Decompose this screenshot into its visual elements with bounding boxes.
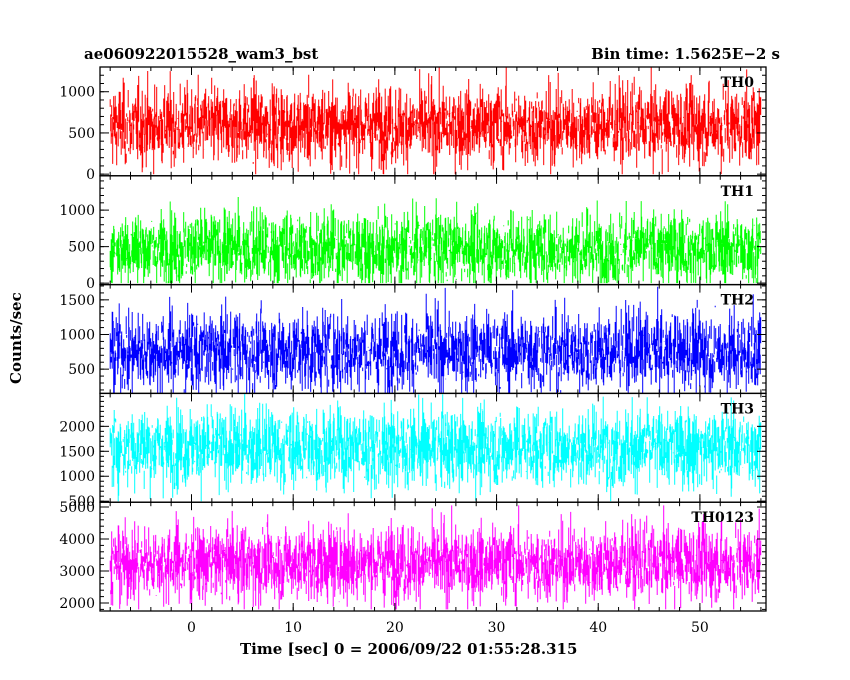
bin-time-label: Bin time: 1.5625E−2 s: [591, 45, 780, 63]
series-th1-line: [109, 197, 762, 284]
panel-label-th0: TH0: [721, 75, 755, 91]
y-tick-label: 5000: [59, 500, 95, 516]
observation-id-title: ae060922015528_wam3_bst: [84, 45, 319, 63]
x-tick-label: 0: [187, 620, 196, 636]
y-tick-label: 0: [86, 276, 95, 292]
panel-label-th3: TH3: [721, 401, 754, 417]
series-th3-line: [109, 393, 762, 502]
y-tick-label: 3000: [59, 564, 95, 580]
y-tick-label: 2000: [59, 419, 95, 435]
y-tick-label: 500: [68, 240, 95, 256]
y-tick-label: 1000: [59, 85, 95, 101]
series-th0123-line: [109, 505, 762, 610]
y-axis-label: Counts/sec: [7, 292, 25, 384]
panel-label-th1: TH1: [721, 184, 754, 200]
y-tick-label: 500: [68, 362, 95, 378]
y-tick-label: 500: [68, 126, 95, 142]
x-tick-label: 10: [284, 620, 302, 636]
y-tick-label: 1000: [59, 327, 95, 343]
series-th2-line: [109, 286, 762, 394]
panel-frame-th0123: [99, 501, 767, 612]
series-th0-line: [109, 67, 762, 175]
y-tick-label: 1500: [59, 293, 95, 309]
y-tick-label: 1000: [59, 469, 95, 485]
x-tick-label: 30: [488, 620, 506, 636]
x-tick-label: 20: [386, 620, 404, 636]
y-tick-label: 1000: [59, 203, 95, 219]
y-tick-label: 0: [86, 167, 95, 183]
y-tick-label: 2000: [59, 596, 95, 612]
panel-label-th0123: TH0123: [691, 510, 754, 526]
x-tick-label: 50: [691, 620, 709, 636]
y-tick-label: 500: [68, 494, 95, 510]
panel-label-th2: TH2: [721, 293, 754, 309]
y-tick-label: 4000: [59, 532, 95, 548]
x-axis-label: Time [sec] 0 = 2006/09/22 01:55:28.315: [240, 640, 578, 658]
x-tick-label: 40: [589, 620, 607, 636]
y-tick-label: 1500: [59, 444, 95, 460]
